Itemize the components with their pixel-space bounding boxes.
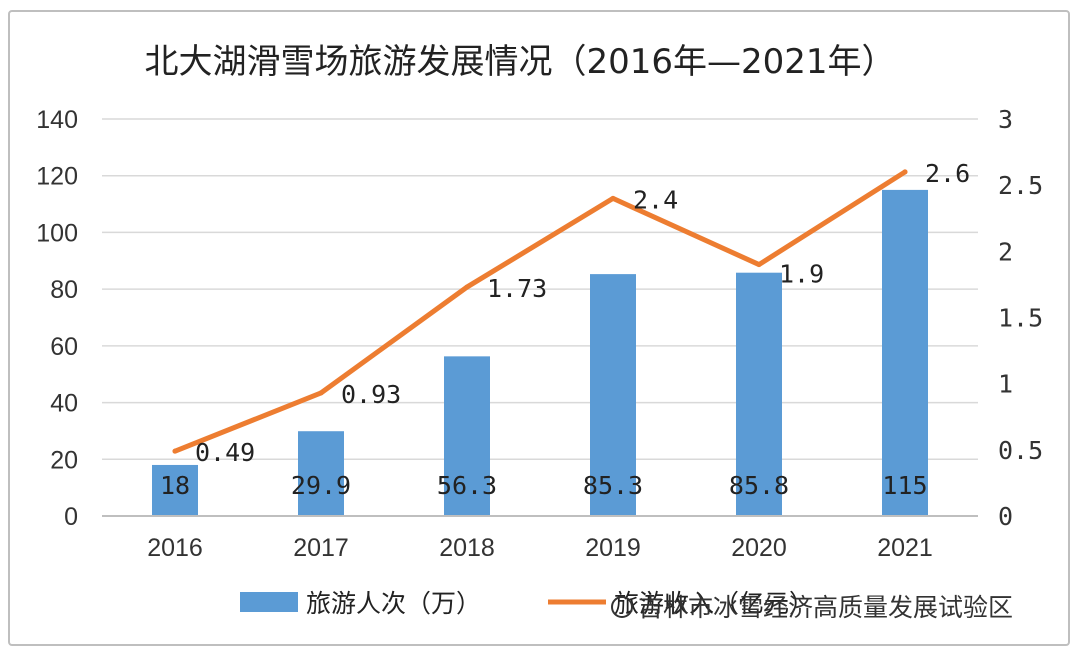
y-left-tick-label: 60 [50,333,78,361]
line-value-label: 1.9 [779,260,824,289]
y-right-tick-label: 1.5 [998,304,1043,333]
bar [736,272,782,516]
y-right-tick-label: 2.5 [998,171,1043,200]
watermark: 吉林市冰雪经济高质量发展试验区 [611,593,1013,622]
line-point [902,169,908,175]
bar [590,274,636,516]
line-point [610,195,616,201]
legend-label-bar: 旅游人次（万） [306,589,481,618]
y-left-tick-label: 40 [50,390,78,418]
bar-value-label: 115 [882,471,927,500]
line-value-label: 2.6 [925,159,970,188]
data-labels: 18 29.9 56.3 85.3 85.8 115 0.49 0.93 1.73 2.4 1.9 2… [160,159,970,500]
x-tick-label: 2019 [585,534,641,562]
line-point [318,390,324,396]
y-right-tick-label: 3 [998,105,1013,134]
x-tick-label: 2021 [877,534,933,562]
x-tick-label: 2018 [439,534,495,562]
line-point [756,262,762,268]
legend: 旅游人次（万） 旅游收入（亿元） [240,589,814,618]
y-left-tick-label: 120 [36,163,78,191]
line-value-label: 0.93 [341,380,401,409]
bar-value-label: 29.9 [291,471,351,500]
bar [152,464,198,516]
line-value-label: 1.73 [487,274,547,303]
x-tick-label: 2017 [293,534,349,562]
line-value-label: 2.4 [633,185,678,214]
y-left-tick-label: 140 [36,106,78,134]
bar [298,431,344,516]
line-point [172,448,178,454]
bar-value-label: 85.8 [729,471,789,500]
line-series [172,169,908,454]
y-right-tick-label: 2 [998,237,1013,266]
bar [882,189,928,516]
bar [444,356,490,516]
chart-title: 北大湖滑雪场旅游发展情况（2016年—2021年） [144,42,895,82]
x-tick-label: 2020 [731,534,787,562]
watermark-text: 吉林市冰雪经济高质量发展试验区 [638,593,1013,622]
y-left-tick-label: 100 [36,219,78,247]
y-left-tick-label: 20 [50,446,78,474]
y-left-tick-label: 0 [64,503,78,531]
gridlines [102,118,978,461]
line-value-label: 0.49 [195,438,255,467]
bar-series [152,189,928,516]
line-point [464,284,470,290]
line-path [172,169,908,454]
bar-value-label: 18 [160,471,190,500]
axes: 0 20 40 60 80 100 120 140 0 0.5 1 1.5 2 2.5 3 2016 2017 2… [36,105,1043,562]
legend-swatch-bar [240,592,298,612]
bar-value-label: 56.3 [437,471,497,500]
y-right-tick-label: 1 [998,370,1013,399]
watermark-icon [611,596,633,618]
y-right-tick-label: 0.5 [998,436,1043,465]
x-tick-label: 2016 [147,534,203,562]
bar-value-label: 85.3 [583,471,643,500]
y-right-tick-label: 0 [998,502,1013,531]
y-left-tick-label: 80 [50,276,78,304]
legend-label-line: 旅游收入（亿元） [614,589,814,618]
